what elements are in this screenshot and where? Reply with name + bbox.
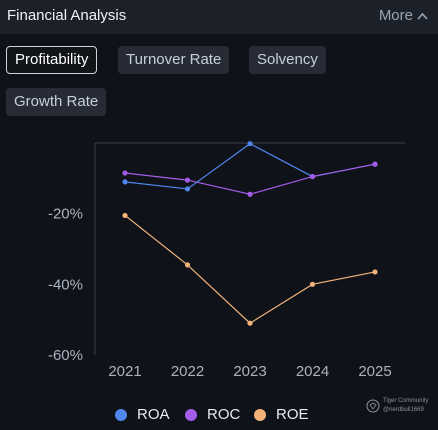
tab-solvency[interactable]: Solvency	[249, 46, 326, 74]
more-button[interactable]: More	[379, 7, 428, 24]
data-point-roe	[372, 269, 378, 275]
series-line-roc	[124, 163, 376, 195]
data-point-roc	[309, 173, 316, 180]
page-title: Financial Analysis	[7, 7, 127, 24]
watermark-handle: @nerdbull1669	[383, 407, 424, 413]
legend-label-roe: ROE	[276, 406, 309, 423]
line-chart: -20% -40% -60% 2021 2022 2023 2024 2025	[48, 141, 405, 380]
header-bar: Financial Analysis More	[0, 0, 438, 34]
data-point-roa	[122, 179, 128, 185]
tab-growth-rate[interactable]: Growth Rate	[6, 88, 107, 116]
x-tick-label: 2025	[358, 363, 391, 380]
more-label: More	[378, 7, 413, 24]
series-line-roa	[124, 143, 376, 190]
y-tick-label: -60%	[48, 347, 83, 364]
legend-swatch-roc	[185, 408, 197, 421]
tab-turnover-rate[interactable]: Turnover Rate	[118, 46, 230, 74]
x-tick-label: 2024	[296, 363, 329, 380]
tiger-logo-icon	[366, 399, 380, 412]
y-tick-label: -20%	[48, 206, 83, 223]
legend-swatch-roa	[115, 408, 127, 421]
data-point-roe	[184, 262, 191, 268]
data-point-roe	[247, 320, 253, 326]
legend-item-roc[interactable]: ROC	[185, 406, 240, 423]
data-point-roc	[247, 191, 253, 197]
data-point-roe	[122, 212, 128, 219]
legend-item-roa[interactable]: ROA	[115, 406, 170, 423]
legend-item-roe[interactable]: ROE	[254, 406, 309, 423]
watermark-brand: Tiger Community	[383, 398, 429, 404]
x-tick-label: 2021	[108, 363, 141, 380]
legend-swatch-roe	[254, 408, 266, 421]
data-point-roc	[184, 177, 191, 183]
chevron-up-icon	[417, 12, 428, 20]
legend-label-roc: ROC	[207, 406, 241, 423]
data-point-roc	[122, 170, 128, 176]
series-line-roe	[124, 214, 376, 324]
watermark: Tiger Community @nerdbull1669	[366, 398, 428, 413]
data-point-roa	[247, 141, 253, 147]
y-tick-label: -40%	[48, 276, 83, 293]
x-tick-label: 2023	[233, 363, 266, 380]
data-point-roc	[372, 161, 378, 167]
data-point-roe	[309, 281, 316, 287]
tab-profitability[interactable]: Profitability	[6, 46, 98, 74]
data-point-roa	[184, 186, 191, 192]
x-tick-label: 2022	[171, 363, 204, 380]
legend-label-roa: ROA	[137, 406, 170, 423]
chart-legend: ROA ROC ROE	[0, 406, 438, 426]
